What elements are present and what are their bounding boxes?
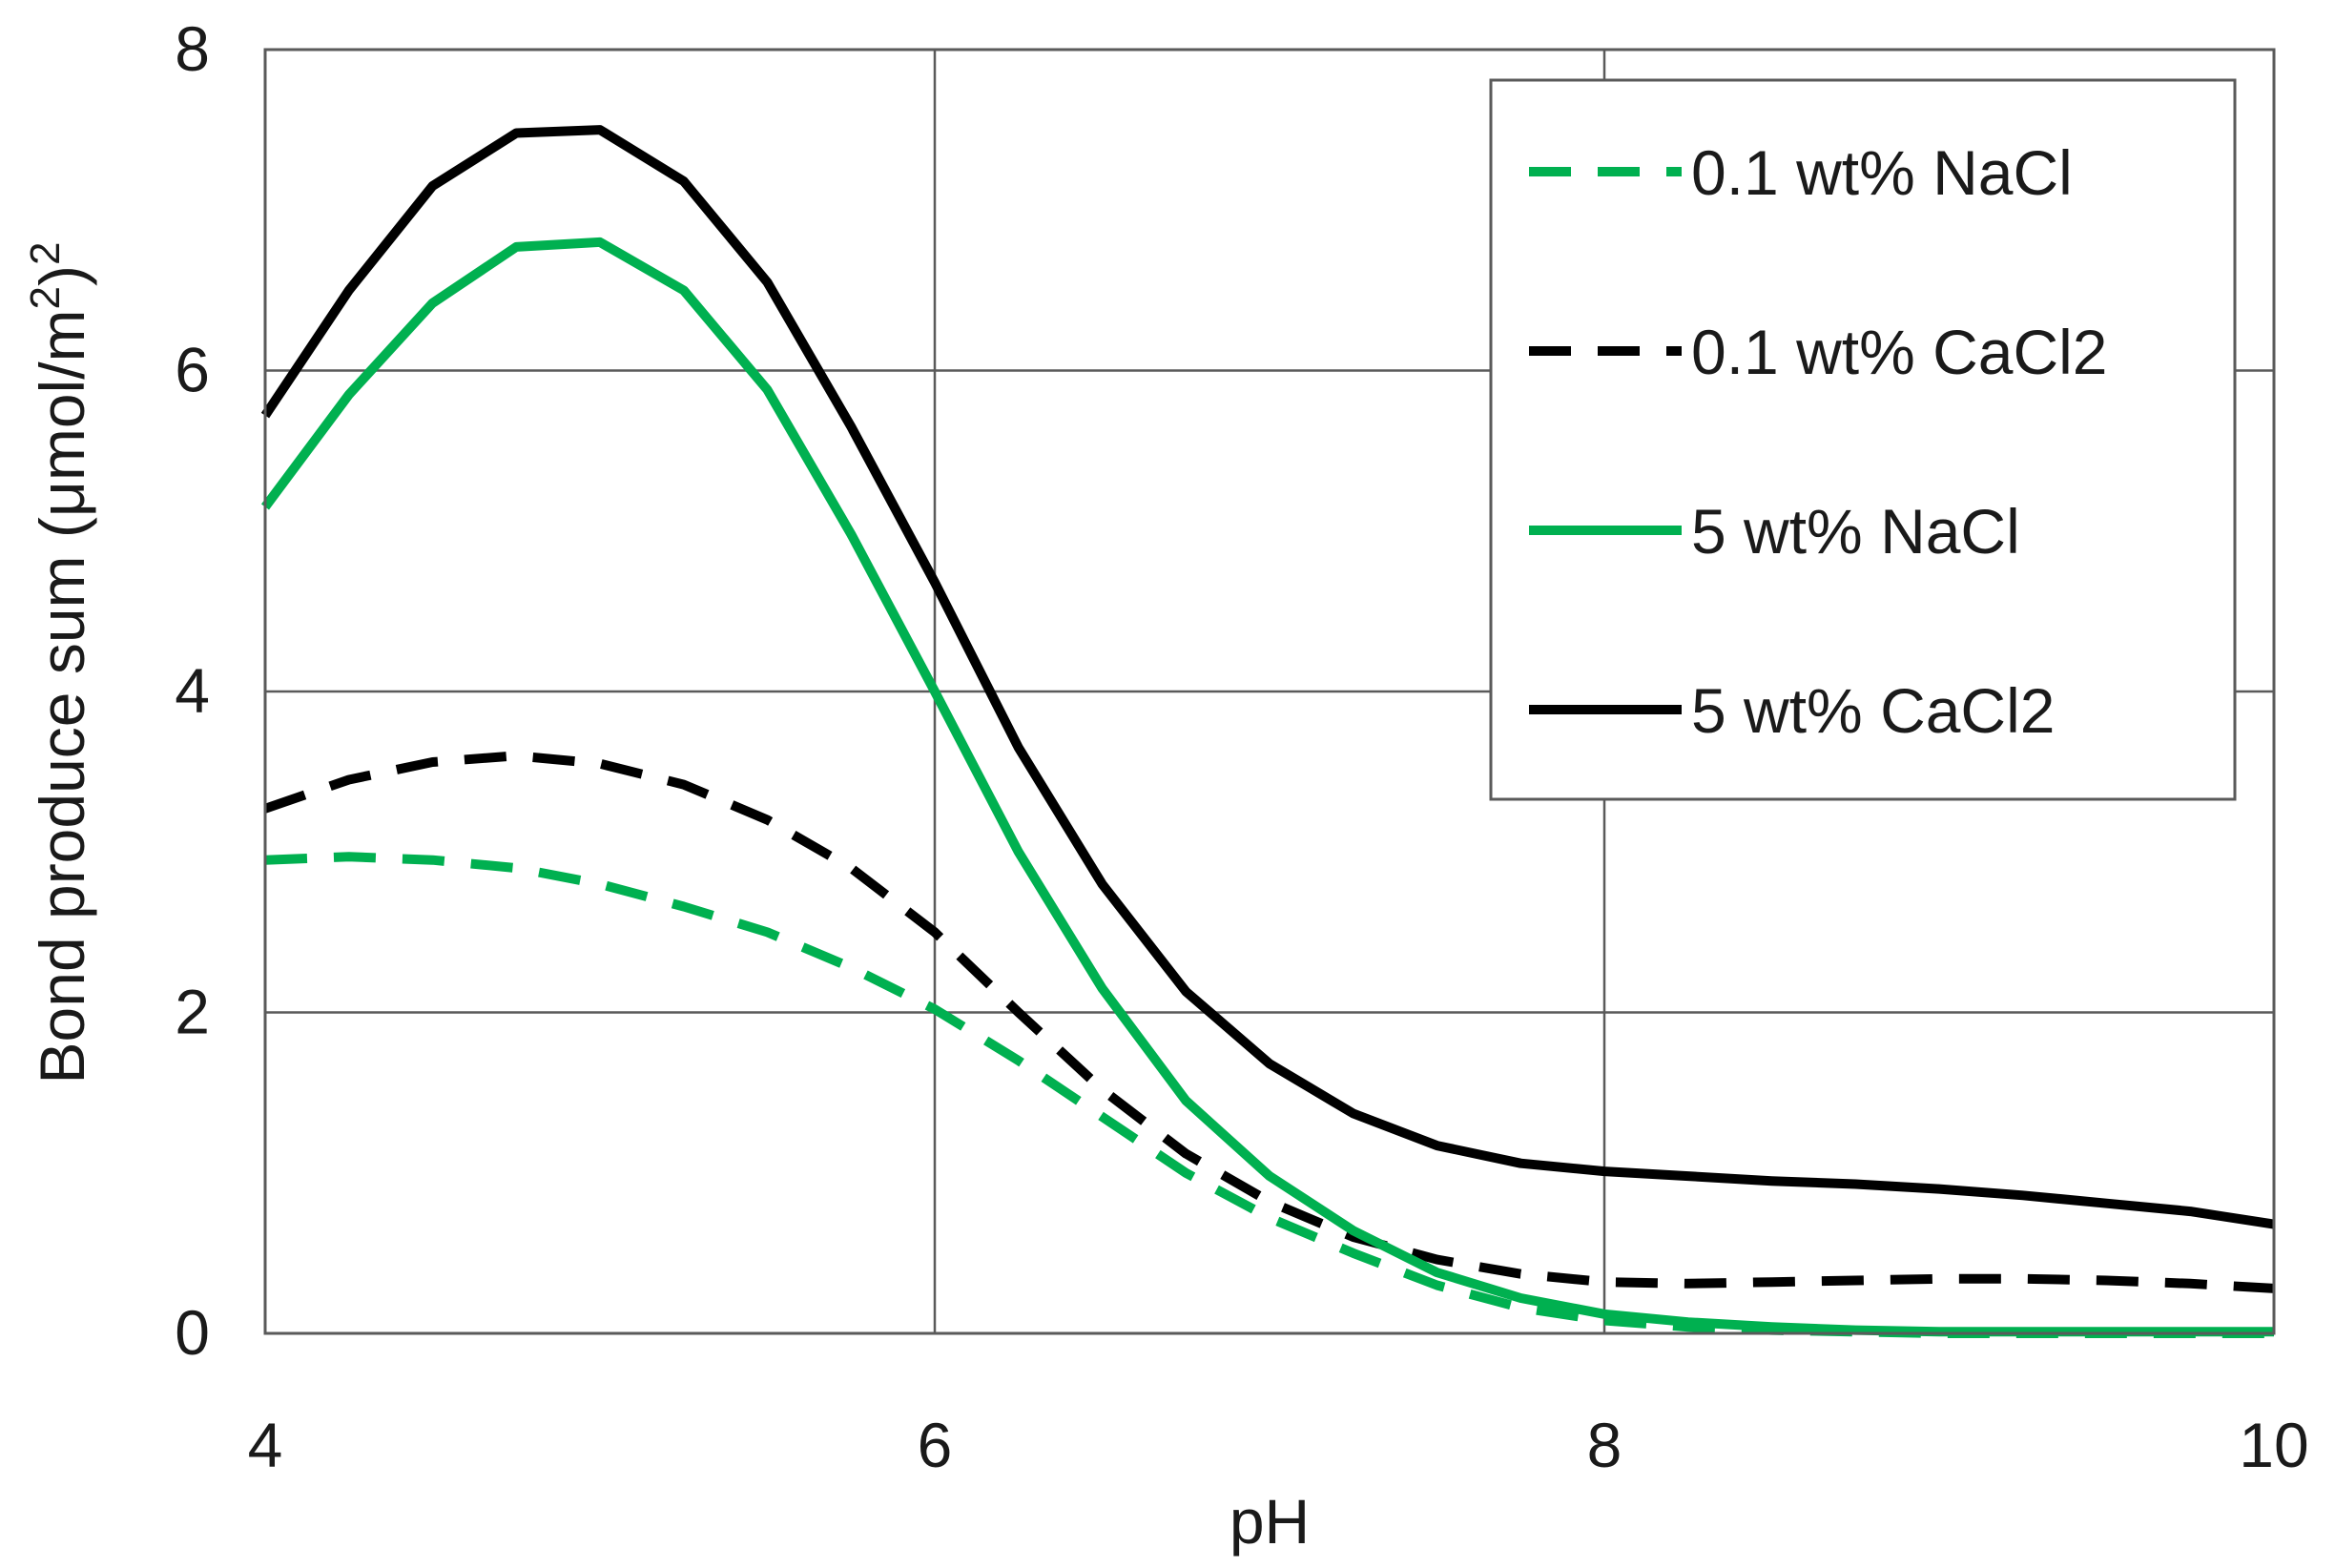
tick-labels: 4 6 8 10 0 2 4 6 8 bbox=[175, 13, 2308, 1480]
legend-box bbox=[1489, 78, 2237, 801]
y-tick-label: 6 bbox=[175, 335, 210, 405]
x-tick-label: 8 bbox=[1587, 1410, 1622, 1480]
y-tick-label: 4 bbox=[175, 655, 210, 726]
series-line bbox=[260, 125, 2275, 1229]
y-tick-label: 0 bbox=[175, 1297, 210, 1368]
legend-label: 5 wt% CaCl2 bbox=[1691, 675, 2055, 746]
series-line bbox=[260, 237, 2274, 1337]
y-tick-label: 8 bbox=[175, 13, 210, 84]
x-tick-label: 10 bbox=[2239, 1410, 2308, 1480]
legend-label: 0.1 wt% NaCl bbox=[1691, 137, 2073, 208]
legend: 0.1 wt% NaCl 0.1 wt% CaCl2 5 wt% NaCl 5 wt%… bbox=[1489, 78, 2237, 801]
y-axis-label: Bond produce sum (μmol/m2)2 bbox=[22, 242, 97, 1084]
plot-frame bbox=[263, 48, 2276, 1335]
y-tick-label: 2 bbox=[175, 977, 210, 1047]
x-axis-label: pH bbox=[1229, 1486, 1310, 1557]
legend-label: 0.1 wt% CaCl2 bbox=[1691, 317, 2108, 387]
legend-label: 5 wt% NaCl bbox=[1691, 496, 2020, 567]
x-tick-label: 6 bbox=[918, 1410, 953, 1480]
x-tick-label: 4 bbox=[248, 1410, 283, 1480]
series-lines bbox=[260, 125, 2275, 1338]
